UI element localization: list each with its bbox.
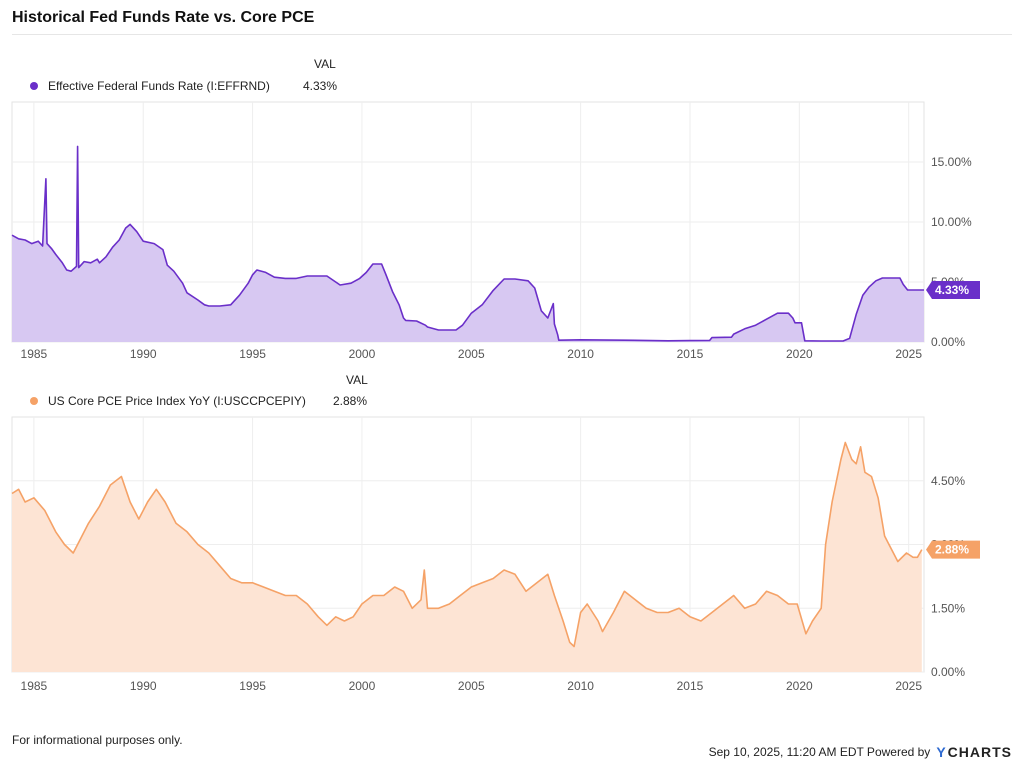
timestamp-text: Sep 10, 2025, 11:20 AM EDT Powered by	[708, 745, 931, 759]
x-tick-label-fed: 1985	[21, 347, 48, 361]
x-tick-label-pce: 1990	[130, 679, 157, 693]
y-tick-label-fed: 15.00%	[931, 155, 972, 169]
x-tick-label-pce: 1985	[21, 679, 48, 693]
legend-item-pce[interactable]: US Core PCE Price Index YoY (I:USCCPCEPI…	[30, 394, 380, 408]
x-tick-label-pce: 2010	[567, 679, 594, 693]
x-tick-label-fed: 2000	[349, 347, 376, 361]
ycharts-logo-text: CHARTS	[947, 744, 1012, 760]
x-tick-label-pce: 2025	[895, 679, 922, 693]
x-tick-label-fed: 2025	[895, 347, 922, 361]
x-tick-label-fed: 2015	[677, 347, 704, 361]
current-value-flag-fed	[926, 281, 980, 300]
x-tick-label-pce: 1995	[239, 679, 266, 693]
legend-item-fed[interactable]: Effective Federal Funds Rate (I:EFFRND) …	[30, 79, 350, 93]
x-tick-label-fed: 2005	[458, 347, 485, 361]
series-area-fed	[12, 146, 924, 342]
ycharts-logo[interactable]: Y CHARTS	[936, 744, 1012, 760]
val-column-header-fed: VAL	[314, 57, 336, 71]
series-area-pce	[12, 442, 922, 672]
x-tick-label-pce: 2000	[349, 679, 376, 693]
series-line-fed	[11, 145, 924, 342]
current-value-label-pce: 2.88%	[935, 543, 969, 557]
x-tick-label-fed: 2020	[786, 347, 813, 361]
x-tick-label-pce: 2005	[458, 679, 485, 693]
x-tick-label-fed: 1995	[239, 347, 266, 361]
legend-value-pce: 2.88%	[333, 394, 368, 408]
x-tick-label-fed: 1990	[130, 347, 157, 361]
x-tick-label-pce: 2015	[677, 679, 704, 693]
legend-label-fed: Effective Federal Funds Rate (I:EFFRND)	[48, 79, 270, 93]
y-tick-label-pce: 0.00%	[931, 665, 965, 679]
current-value-label-fed: 4.33%	[935, 283, 969, 297]
legend-value-fed: 4.33%	[303, 79, 338, 93]
title-divider	[12, 34, 1012, 35]
y-tick-label-fed: 10.00%	[931, 215, 972, 229]
ycharts-logo-mark: Y	[936, 744, 947, 760]
disclaimer-text: For informational purposes only.	[12, 733, 183, 747]
x-tick-label-pce: 2020	[786, 679, 813, 693]
current-value-flag-pce	[926, 540, 980, 559]
x-tick-label-fed: 2010	[567, 347, 594, 361]
legend-label-pce: US Core PCE Price Index YoY (I:USCCPCEPI…	[48, 394, 306, 408]
y-tick-label-fed: 0.00%	[931, 335, 965, 349]
legend-dot-fed	[30, 82, 38, 90]
y-tick-label-pce: 4.50%	[931, 474, 965, 488]
val-column-header-pce: VAL	[346, 373, 368, 387]
y-tick-label-pce: 1.50%	[931, 601, 965, 615]
legend-dot-pce	[30, 397, 38, 405]
series-line-pce	[11, 441, 923, 648]
chart-title: Historical Fed Funds Rate vs. Core PCE	[12, 9, 315, 26]
